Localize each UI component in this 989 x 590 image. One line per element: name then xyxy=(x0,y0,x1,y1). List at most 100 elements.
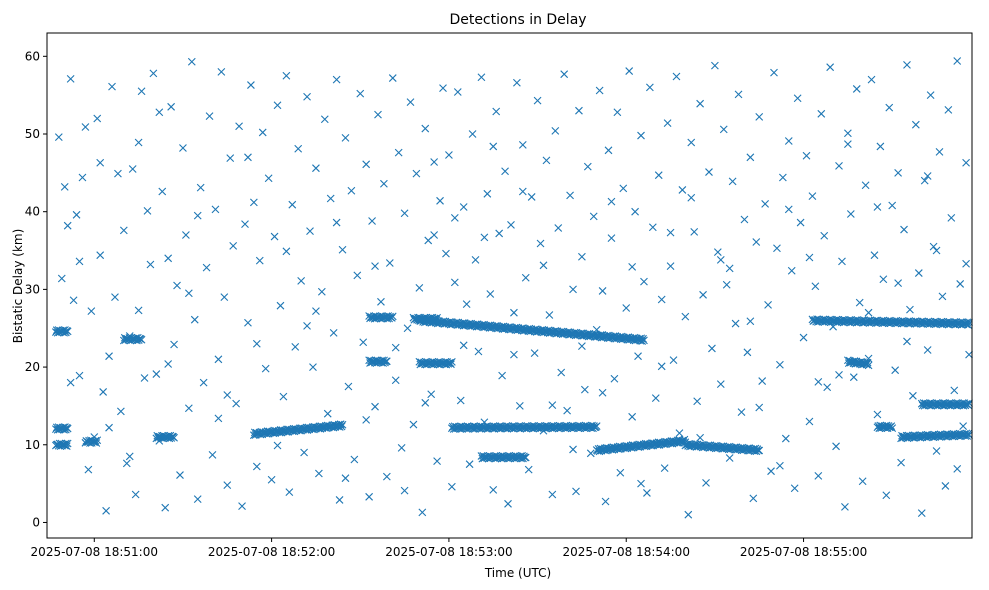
data-point xyxy=(69,296,78,305)
data-point xyxy=(356,89,365,98)
data-point xyxy=(477,73,486,82)
data-point xyxy=(244,318,252,327)
data-point xyxy=(288,200,297,209)
y-axis-ticks: 0 10 20 30 40 50 60 xyxy=(25,49,47,529)
data-point xyxy=(255,256,264,265)
data-point xyxy=(619,184,628,193)
data-point xyxy=(906,305,914,314)
data-point xyxy=(663,119,672,128)
data-point xyxy=(276,301,285,310)
data-point xyxy=(518,187,527,196)
data-point xyxy=(87,307,96,316)
data-point xyxy=(885,103,894,112)
data-point xyxy=(935,147,944,156)
data-point xyxy=(359,338,368,347)
data-point xyxy=(637,479,645,488)
data-point xyxy=(61,425,70,434)
data-point xyxy=(755,446,764,455)
data-point xyxy=(131,490,140,499)
data-point xyxy=(102,506,110,515)
data-point xyxy=(63,439,72,448)
data-point xyxy=(820,231,829,240)
data-point xyxy=(944,106,953,114)
data-point xyxy=(501,167,509,176)
data-point xyxy=(474,347,483,356)
data-point xyxy=(465,460,474,469)
data-point xyxy=(862,360,871,369)
data-point xyxy=(651,394,660,403)
data-point xyxy=(539,261,548,270)
data-point xyxy=(300,448,308,457)
data-point xyxy=(817,109,826,118)
data-point xyxy=(557,368,566,377)
data-point xyxy=(734,90,743,99)
data-point xyxy=(625,67,634,75)
data-point xyxy=(63,327,72,336)
data-point xyxy=(725,264,734,273)
data-point xyxy=(208,450,217,459)
data-point xyxy=(518,140,527,149)
data-point xyxy=(184,404,193,413)
data-point xyxy=(965,399,973,408)
data-point xyxy=(882,491,891,500)
data-point xyxy=(826,63,835,72)
data-point xyxy=(368,217,376,225)
data-point xyxy=(520,453,529,462)
data-point xyxy=(678,186,687,194)
data-point xyxy=(409,420,418,429)
data-point xyxy=(586,449,595,458)
data-point xyxy=(755,113,764,121)
data-point xyxy=(75,257,84,266)
data-point xyxy=(462,300,471,309)
data-point xyxy=(666,262,675,270)
data-point xyxy=(173,281,181,290)
data-point xyxy=(852,85,861,93)
data-point xyxy=(382,472,391,481)
data-point xyxy=(332,75,341,84)
data-point xyxy=(702,478,710,487)
data-point xyxy=(607,197,616,206)
data-point xyxy=(241,220,249,229)
data-point xyxy=(193,495,202,504)
data-point xyxy=(279,392,288,401)
data-point xyxy=(524,465,533,474)
data-point xyxy=(746,317,755,326)
data-point xyxy=(572,487,580,496)
data-point xyxy=(687,193,696,202)
y-tick-label: 60 xyxy=(25,49,40,63)
data-point xyxy=(459,341,468,350)
data-point xyxy=(654,171,663,180)
data-point xyxy=(338,245,347,254)
data-point xyxy=(823,383,832,392)
data-point xyxy=(956,280,965,288)
data-point xyxy=(353,271,362,280)
data-point xyxy=(879,275,888,284)
data-point xyxy=(773,244,781,253)
data-point xyxy=(749,494,758,503)
data-point xyxy=(105,352,113,361)
data-point xyxy=(959,422,968,431)
data-point xyxy=(158,187,167,196)
data-point xyxy=(560,70,569,79)
data-point xyxy=(835,161,843,170)
data-point xyxy=(223,481,232,490)
data-point xyxy=(843,129,852,138)
data-point xyxy=(705,168,713,176)
x-axis-label: Time (UTC) xyxy=(484,566,551,580)
data-point xyxy=(672,72,681,81)
data-point xyxy=(143,207,152,215)
data-point xyxy=(796,218,805,227)
data-point xyxy=(669,356,678,364)
data-point xyxy=(631,207,639,216)
data-point xyxy=(149,69,158,78)
data-point xyxy=(964,321,973,329)
data-point xyxy=(193,211,202,220)
data-point xyxy=(917,509,926,518)
data-point xyxy=(637,131,645,140)
data-point xyxy=(96,158,105,167)
data-point xyxy=(876,142,885,151)
data-point xyxy=(578,342,586,350)
data-point xyxy=(787,266,796,275)
data-point xyxy=(235,122,243,131)
data-point xyxy=(963,318,972,327)
